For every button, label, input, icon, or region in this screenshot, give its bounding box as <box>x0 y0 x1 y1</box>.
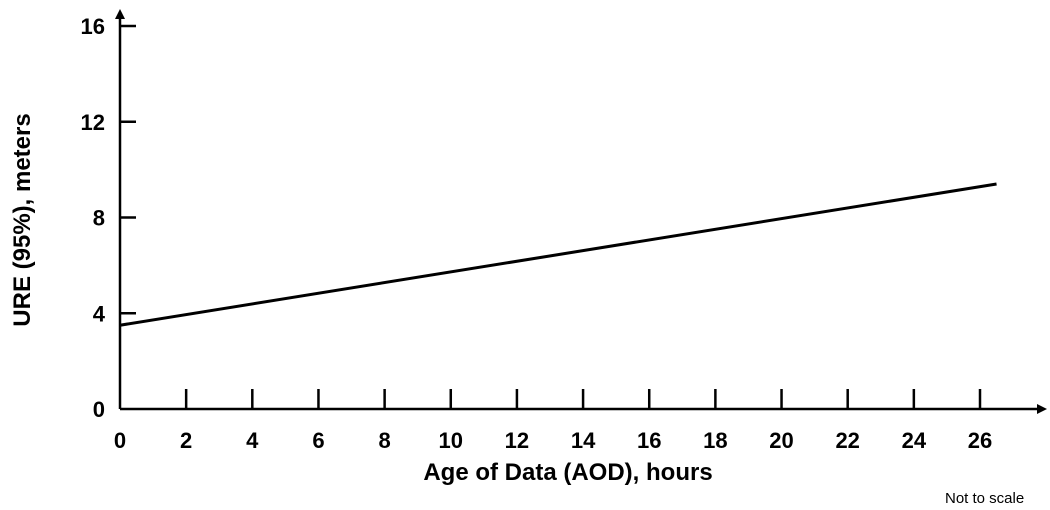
x-tick-label: 0 <box>114 428 126 453</box>
x-tick-label: 2 <box>180 428 192 453</box>
x-tick-label: 18 <box>703 428 727 453</box>
y-axis-title: URE (95%), meters <box>9 113 36 326</box>
ure-line <box>119 182 997 327</box>
y-tick-label: 8 <box>93 206 105 231</box>
x-tick-label: 6 <box>312 428 324 453</box>
x-tick-label: 12 <box>505 428 529 453</box>
x-tick-label: 14 <box>571 428 596 453</box>
x-tick-label: 26 <box>968 428 992 453</box>
x-tick-label: 4 <box>246 428 259 453</box>
axes <box>115 9 1047 414</box>
y-tick-label: 0 <box>93 397 105 422</box>
x-tick-label: 20 <box>769 428 793 453</box>
x-tick-label: 10 <box>439 428 463 453</box>
y-tick-label: 4 <box>93 301 106 326</box>
y-tick-label: 16 <box>81 14 105 39</box>
series <box>119 182 997 327</box>
x-tick-label: 8 <box>378 428 390 453</box>
y-tick-label: 12 <box>81 110 105 135</box>
x-axis-title: Age of Data (AOD), hours <box>423 459 712 486</box>
x-tick-label: 16 <box>637 428 661 453</box>
not-to-scale-note: Not to scale <box>945 490 1024 507</box>
x-tick-label: 22 <box>835 428 859 453</box>
x-tick-label: 24 <box>902 428 927 453</box>
